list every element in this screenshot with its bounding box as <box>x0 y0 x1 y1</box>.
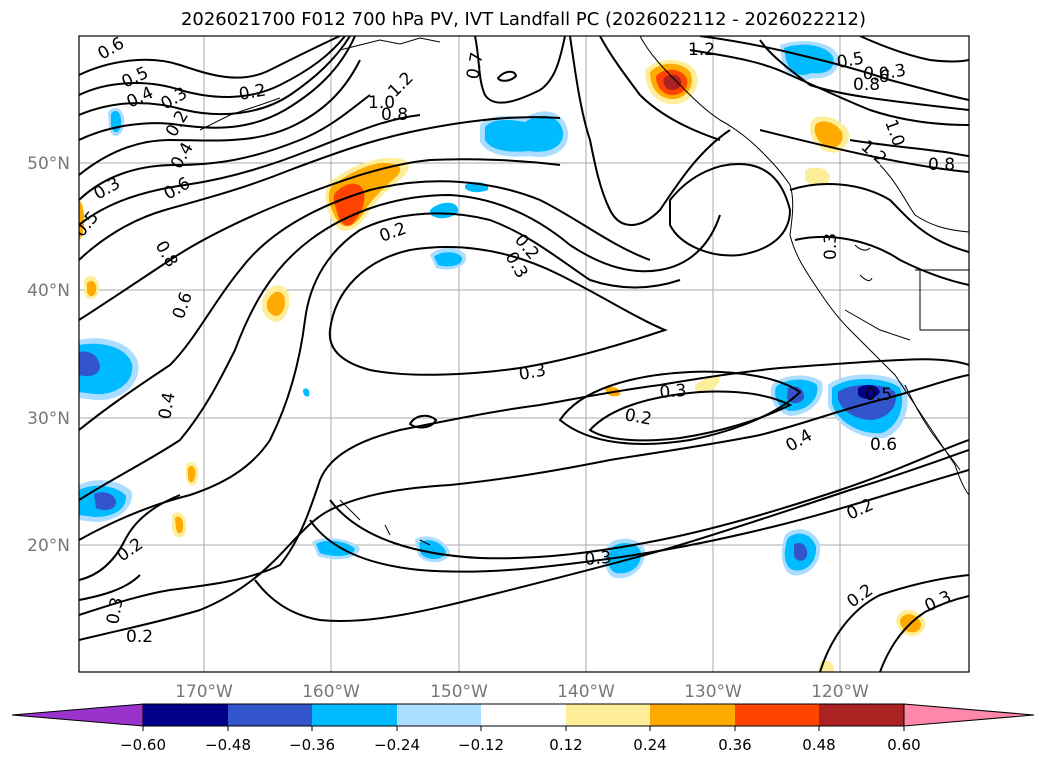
ivt-positive-area <box>695 375 720 392</box>
ivt-negative-area <box>94 492 116 510</box>
contour-label: 0.2 <box>126 627 153 647</box>
lon-label-140w: 140°W <box>557 682 615 702</box>
map-plot-area: 0.6 0.5 0.4 0.3 0.2 0.2 0.4 0.6 0.8 0.5 … <box>79 36 969 672</box>
colorbar-segment <box>397 704 481 726</box>
colorbar-tick-label: −0.60 <box>120 736 166 754</box>
colorbar-tick-label: −0.36 <box>289 736 335 754</box>
map-frame <box>78 35 970 673</box>
contour-label: 0.3 <box>821 233 841 260</box>
lon-labels: 170°W 160°W 150°W 140°W 130°W 120°W <box>175 682 869 702</box>
lon-label-130w: 130°W <box>684 682 742 702</box>
colorbar-tick-label: 0.24 <box>633 736 666 754</box>
colorbar-segment <box>566 704 650 726</box>
lon-label-120w: 120°W <box>811 682 869 702</box>
contour-label: 0.6 <box>870 435 897 455</box>
ivt-negative-area <box>858 384 880 399</box>
ivt-positive-area <box>266 291 285 316</box>
coastlines <box>199 36 969 546</box>
colorbar-tick-label: 0.12 <box>549 736 582 754</box>
colorbar-segment <box>312 704 397 726</box>
lat-label-20n: 20°N <box>27 536 70 556</box>
colorbar-tick-label: 0.36 <box>718 736 751 754</box>
colorbar-tick-label: −0.12 <box>458 736 504 754</box>
contour-label: 0.7 <box>463 51 487 81</box>
ivt-positive-area <box>175 516 184 534</box>
contour-label: 0.5 <box>865 385 892 405</box>
contour-label: 0.3 <box>517 361 547 385</box>
ivt-negative-area <box>79 351 100 377</box>
lon-label-170w: 170°W <box>175 682 233 702</box>
ivt-positive-area <box>87 280 97 297</box>
contour-label: 1.0 <box>368 93 395 113</box>
contour-label: 0.8 <box>381 105 408 125</box>
contour-label: 0.6 <box>861 63 891 87</box>
lon-label-160w: 160°W <box>302 682 360 702</box>
contour-label: 0.3 <box>877 61 907 85</box>
contour-label: 1.2 <box>688 40 715 60</box>
lat-labels: 50°N 40°N 30°N 20°N <box>27 154 70 556</box>
contour-label: 0.8 <box>853 75 880 95</box>
ivt-positive-area <box>188 466 196 483</box>
ivt-negative-area <box>608 543 642 574</box>
colorbar-segment <box>650 704 735 726</box>
contour-label: 0.3 <box>103 596 127 626</box>
colorbar-tick-label: −0.24 <box>374 736 420 754</box>
ivt-negative-area <box>784 44 834 75</box>
colorbar-tick-label: −0.48 <box>205 736 251 754</box>
ivt-negative-area <box>794 543 808 561</box>
colorbar-segment <box>819 704 904 726</box>
lat-label-40n: 40°N <box>27 281 70 301</box>
colorbar-segment <box>228 704 312 726</box>
colorbar-segment <box>735 704 819 726</box>
contour-label: 0.2 <box>237 81 267 105</box>
colorbar-segment <box>143 704 228 726</box>
map-title: 2026021700 F012 700 hPa PV, IVT Landfall… <box>180 9 867 30</box>
lat-label-30n: 30°N <box>27 409 70 429</box>
colorbar-over-triangle <box>903 703 1035 727</box>
ivt-negative-area <box>316 540 355 557</box>
ivt-negative-area <box>303 388 310 397</box>
contour-label: 0.5 <box>835 49 865 73</box>
colorbar-tick-label: 0.48 <box>802 736 835 754</box>
ivt-positive-area <box>79 200 85 240</box>
pv-contours <box>79 36 969 672</box>
lon-label-150w: 150°W <box>430 682 488 702</box>
ivt-positive-area <box>663 74 682 90</box>
contour-label: 0.3 <box>584 548 613 570</box>
ivt-negative-area <box>434 252 463 267</box>
colorbar-segment <box>481 704 566 726</box>
colorbar-tick-label: 0.60 <box>887 736 920 754</box>
ivt-positive-area <box>814 121 843 148</box>
lat-label-50n: 50°N <box>27 154 70 174</box>
colorbar-under-triangle <box>11 703 144 727</box>
colorbar: −0.60 −0.48 −0.36 −0.24 −0.12 0.12 0.24 … <box>11 703 1035 754</box>
contour-label: 0.2 <box>623 405 653 429</box>
contour-label: 0.3 <box>659 381 688 403</box>
ivt-positive-area <box>805 167 830 186</box>
contour-label: 0.8 <box>928 155 955 175</box>
ivt-negative-area <box>485 115 564 152</box>
contour-label: 0.4 <box>155 391 179 421</box>
